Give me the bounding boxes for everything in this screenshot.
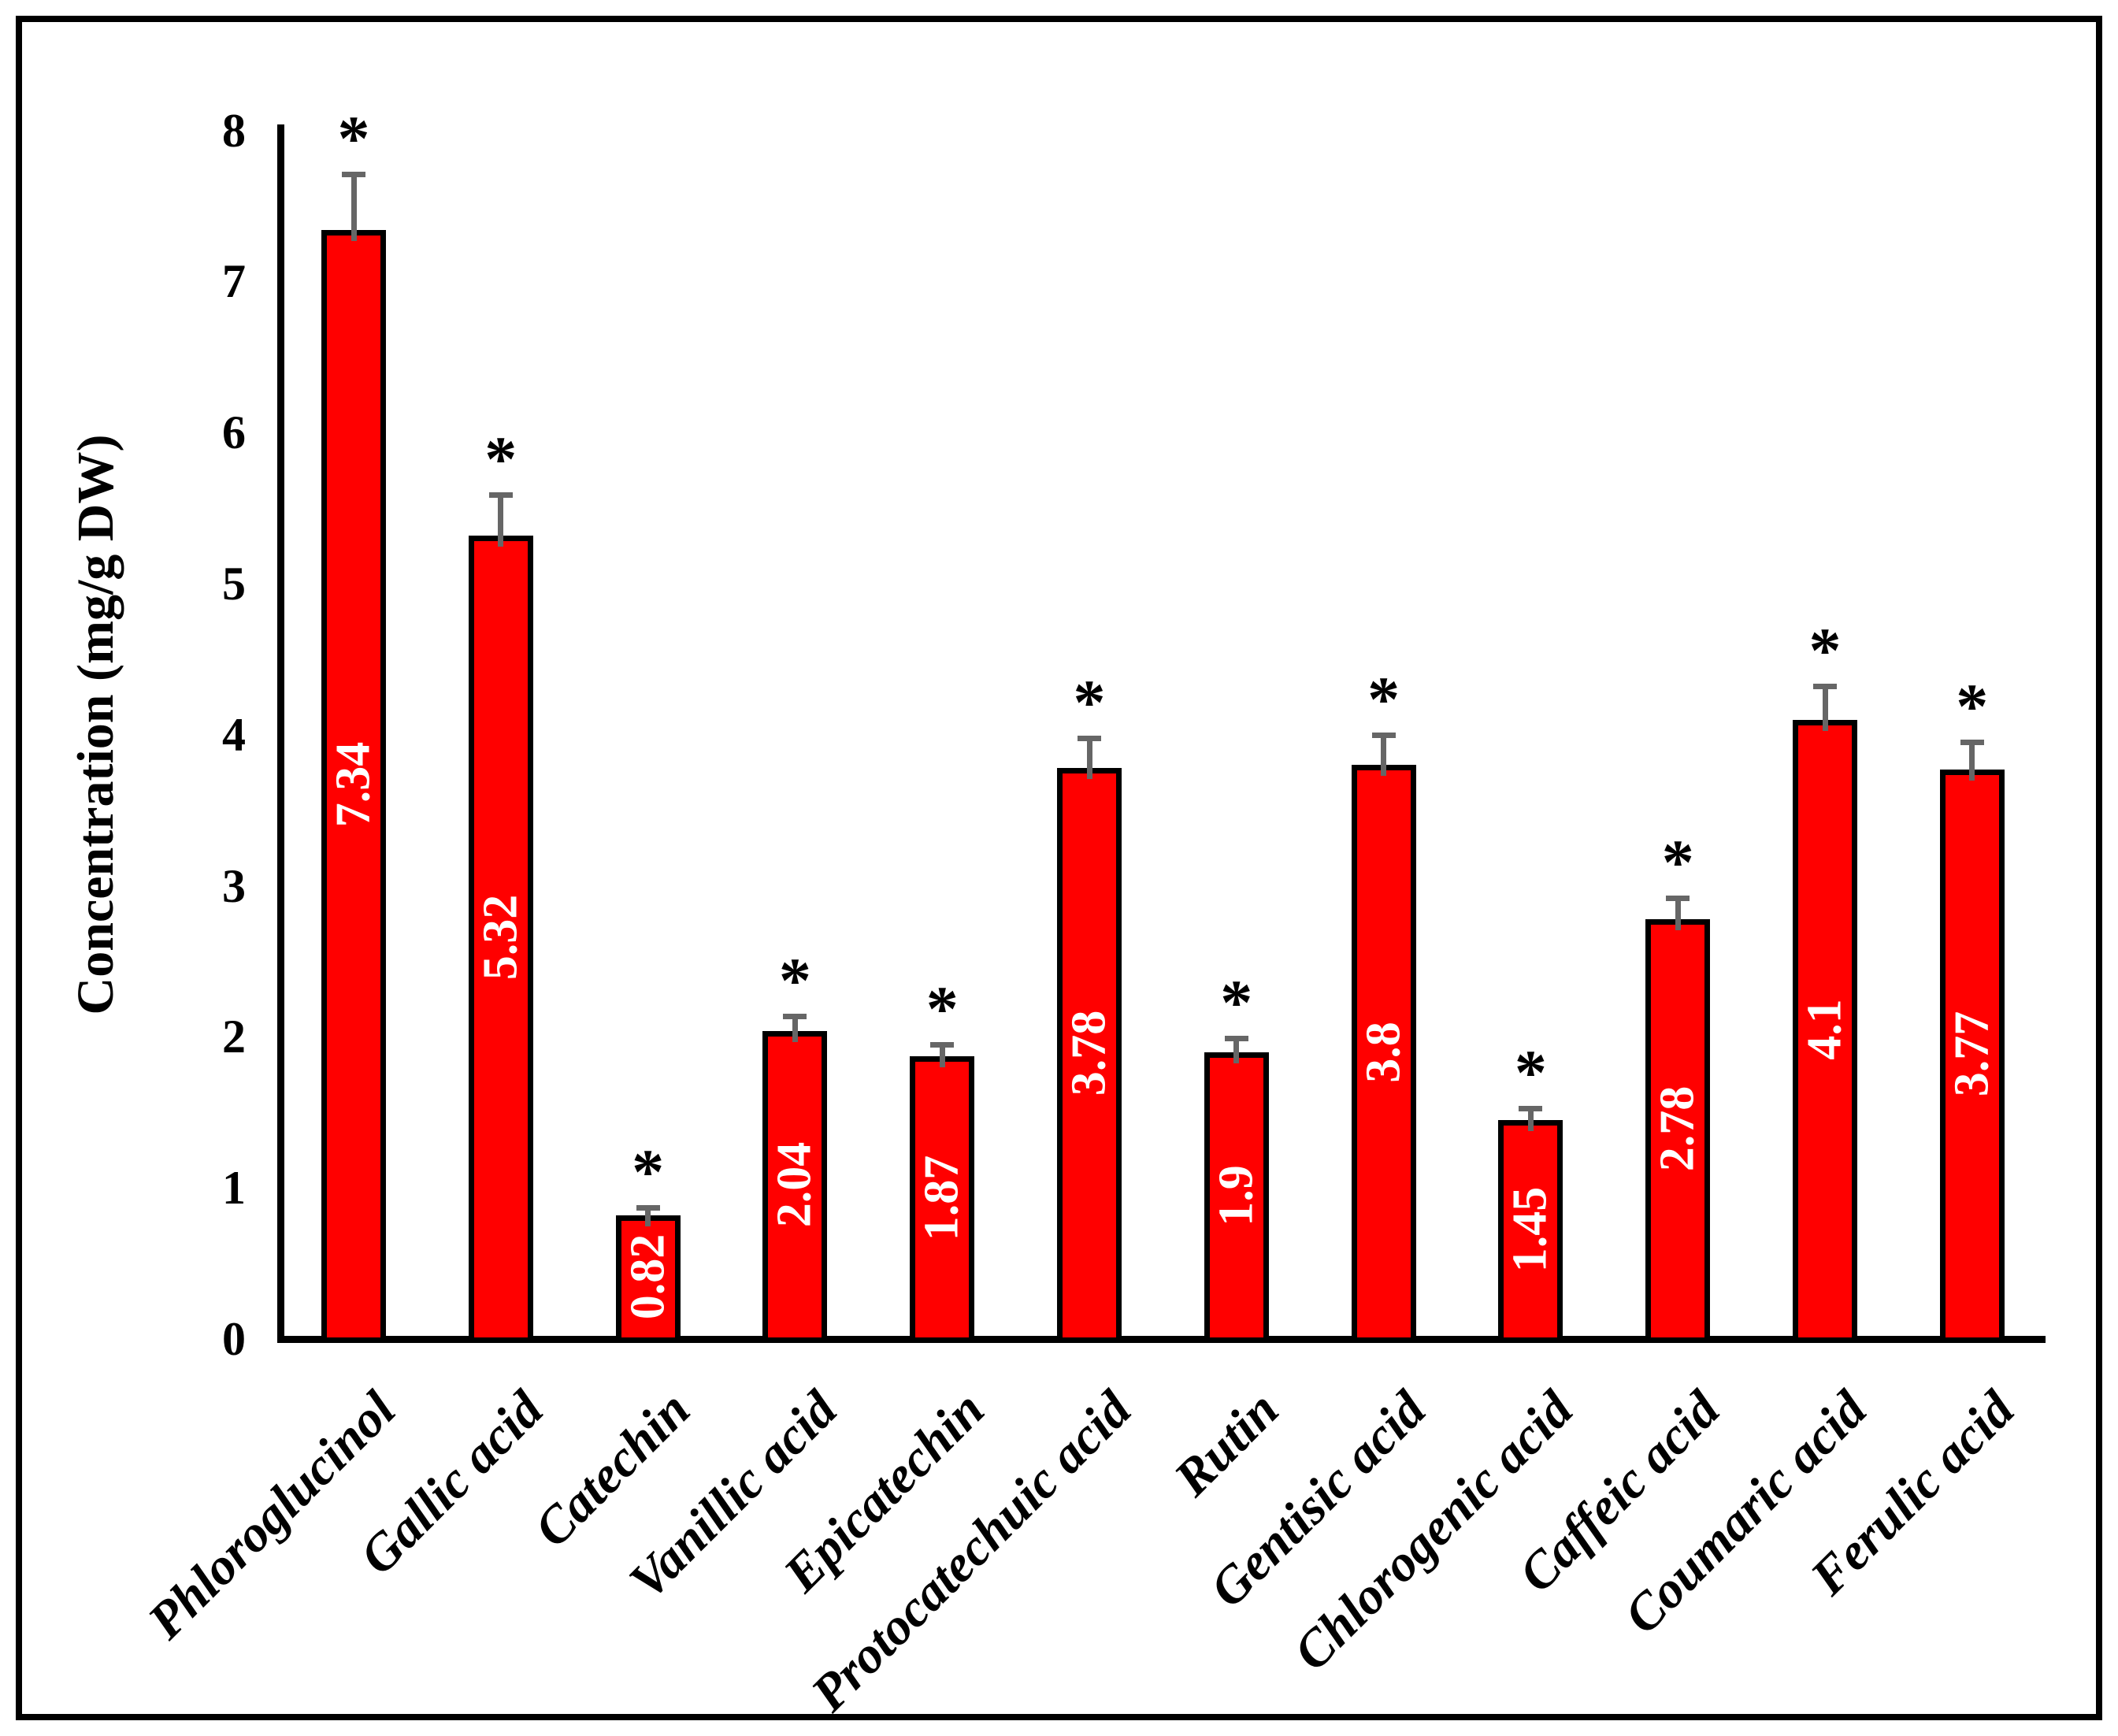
bar (762, 1030, 828, 1343)
error-bar-whisker (645, 1207, 651, 1226)
y-tick-label: 8 (222, 104, 246, 157)
y-tick-label: 2 (222, 1011, 246, 1063)
y-tick-label: 6 (222, 406, 246, 459)
significance-asterisk: * (484, 422, 517, 495)
error-bar-cap (1960, 740, 1984, 746)
significance-asterisk: * (1220, 966, 1253, 1039)
y-tick-label: 7 (222, 255, 246, 308)
significance-asterisk: * (337, 102, 370, 175)
bar-value-label: 2.04 (767, 1142, 822, 1228)
error-bar-cap (1224, 1036, 1248, 1042)
y-tick-label: 3 (222, 859, 246, 912)
error-bar-cap (1371, 732, 1396, 738)
y-tick-label: 1 (222, 1162, 246, 1215)
error-bar-whisker (1969, 742, 1975, 781)
error-bar-cap (488, 491, 513, 498)
significance-asterisk: * (1514, 1036, 1547, 1108)
bar-value-label: 1.9 (1209, 1165, 1263, 1226)
significance-asterisk: * (925, 972, 959, 1044)
bar (321, 230, 386, 1343)
error-bar-cap (1666, 895, 1690, 901)
bar-value-label: 7.34 (326, 741, 380, 828)
bar-value-label: 3.8 (1356, 1021, 1411, 1083)
bar (1057, 767, 1122, 1343)
error-bar-whisker (1381, 734, 1387, 777)
y-tick-label: 0 (222, 1313, 246, 1365)
error-bar-cap (1078, 735, 1101, 741)
x-axis-line (277, 1336, 2046, 1343)
error-bar-cap (636, 1205, 660, 1211)
error-bar-whisker (1675, 897, 1681, 930)
error-bar-whisker (1822, 686, 1828, 731)
bar (1793, 719, 1857, 1343)
error-bar-whisker (498, 494, 504, 547)
bar-value-label: 4.1 (1797, 999, 1852, 1060)
bar (910, 1056, 975, 1343)
bar-value-label: 5.32 (473, 894, 528, 981)
bar-value-label: 2.78 (1650, 1086, 1704, 1172)
figure-border (16, 16, 2102, 1720)
bar-value-label: 0.82 (621, 1234, 675, 1320)
bar (468, 535, 533, 1343)
error-bar-whisker (1233, 1038, 1240, 1063)
bar-value-label: 1.45 (1503, 1186, 1557, 1273)
error-bar-whisker (1086, 737, 1092, 779)
error-bar-whisker (939, 1044, 945, 1068)
significance-asterisk: * (1367, 662, 1400, 735)
significance-asterisk: * (778, 944, 811, 1016)
error-bar-whisker (1527, 1107, 1534, 1131)
bar-value-label: 3.78 (1062, 1011, 1116, 1096)
significance-asterisk: * (1073, 666, 1106, 738)
significance-asterisk: * (1661, 825, 1694, 898)
error-bar-cap (783, 1013, 807, 1019)
error-bar-cap (1519, 1105, 1543, 1111)
bar-value-label: 1.87 (914, 1155, 969, 1241)
error-bar-whisker (792, 1015, 798, 1042)
error-bar-cap (930, 1041, 955, 1048)
y-axis-line (277, 124, 284, 1343)
bar (1645, 918, 1711, 1343)
error-bar-cap (342, 172, 365, 178)
y-tick-label: 4 (222, 708, 246, 761)
bar (1204, 1052, 1269, 1343)
bar-value-label: 3.77 (1945, 1011, 1999, 1097)
significance-asterisk: * (1808, 614, 1842, 687)
error-bar-cap (1813, 684, 1837, 690)
y-tick-label: 5 (222, 558, 246, 610)
significance-asterisk: * (632, 1136, 665, 1208)
significance-asterisk: * (1956, 670, 1989, 743)
error-bar-whisker (351, 174, 357, 242)
